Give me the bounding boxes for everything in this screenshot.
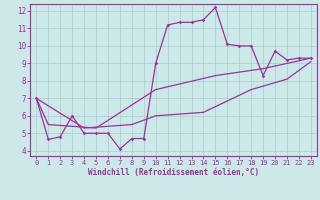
X-axis label: Windchill (Refroidissement éolien,°C): Windchill (Refroidissement éolien,°C) xyxy=(88,168,259,177)
